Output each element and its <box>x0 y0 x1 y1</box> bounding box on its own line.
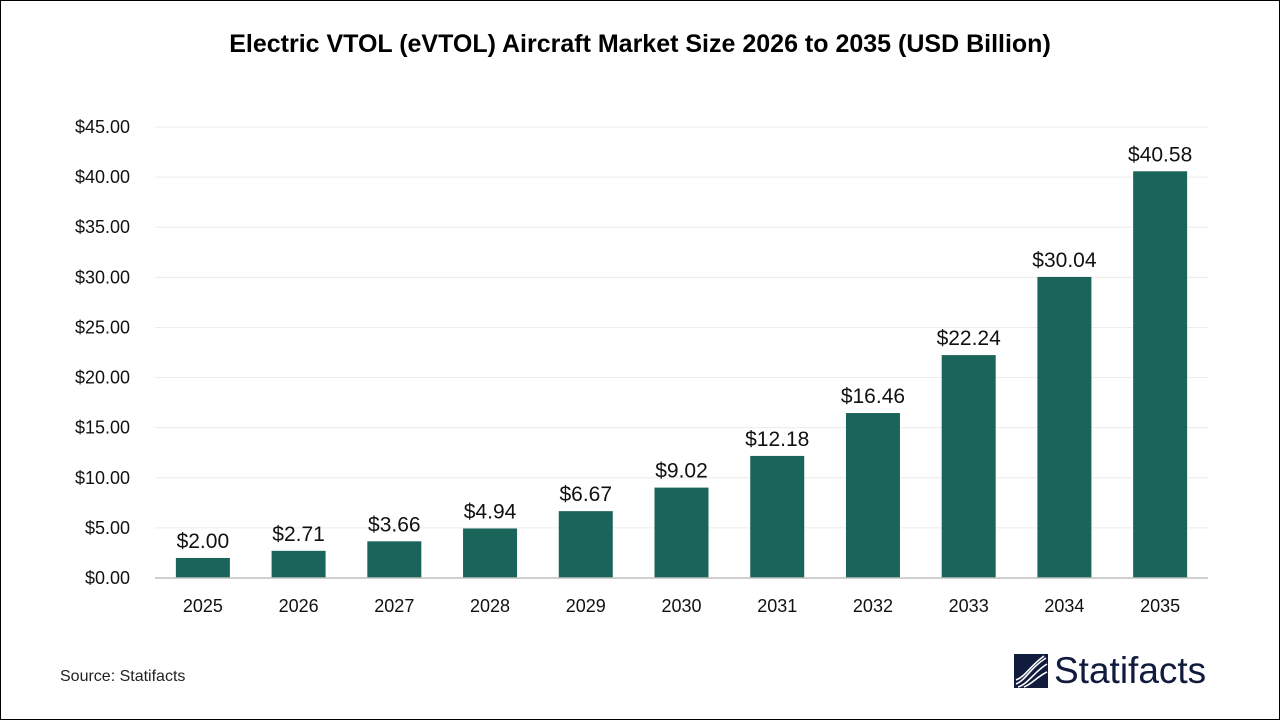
x-tick-label: 2031 <box>757 596 797 616</box>
y-tick-label: $0.00 <box>85 568 130 588</box>
data-label: $16.46 <box>841 385 905 408</box>
data-label: $6.67 <box>559 483 612 506</box>
y-tick-label: $20.00 <box>75 368 130 388</box>
data-label: $30.04 <box>1032 249 1097 272</box>
x-tick-label: 2032 <box>853 596 893 616</box>
bar <box>750 455 805 578</box>
bar <box>175 557 230 578</box>
x-tick-label: 2029 <box>566 596 606 616</box>
bar <box>1037 276 1092 578</box>
data-label: $2.71 <box>272 523 325 546</box>
bar <box>367 541 422 578</box>
data-label: $22.24 <box>937 327 1002 350</box>
bar <box>941 355 996 578</box>
bar <box>654 487 709 578</box>
statifacts-logo: Statifacts <box>1014 652 1206 689</box>
y-tick-label: $25.00 <box>75 317 130 337</box>
x-tick-label: 2025 <box>183 596 223 616</box>
y-tick-label: $45.00 <box>75 117 130 137</box>
y-tick-label: $40.00 <box>75 167 130 187</box>
chart-title: Electric VTOL (eVTOL) Aircraft Market Si… <box>229 30 1051 58</box>
bar <box>558 511 613 578</box>
x-tick-label: 2027 <box>374 596 414 616</box>
bar <box>845 413 900 578</box>
bar <box>1133 171 1188 578</box>
logo-text: Statifacts <box>1054 650 1207 691</box>
y-tick-label: $10.00 <box>75 468 130 488</box>
source-note: Source: Statifacts <box>60 668 186 685</box>
bar <box>463 528 518 578</box>
x-tick-label: 2033 <box>949 596 989 616</box>
x-tick-label: 2028 <box>470 596 510 616</box>
y-tick-label: $15.00 <box>75 418 130 438</box>
data-label: $9.02 <box>655 460 708 483</box>
x-tick-label: 2030 <box>661 596 701 616</box>
data-label: $3.66 <box>368 513 421 536</box>
data-label: $4.94 <box>464 500 517 523</box>
y-tick-label: $5.00 <box>85 518 130 538</box>
data-label: $2.00 <box>177 530 230 553</box>
x-tick-label: 2034 <box>1044 596 1084 616</box>
data-label: $40.58 <box>1128 143 1192 166</box>
statifacts-logo-icon <box>1014 653 1048 688</box>
y-tick-label: $30.00 <box>75 267 130 287</box>
x-tick-label: 2026 <box>279 596 319 616</box>
data-label: $12.18 <box>745 428 809 451</box>
x-tick-label: 2035 <box>1140 596 1180 616</box>
bar <box>271 550 326 578</box>
y-tick-label: $35.00 <box>75 217 130 237</box>
